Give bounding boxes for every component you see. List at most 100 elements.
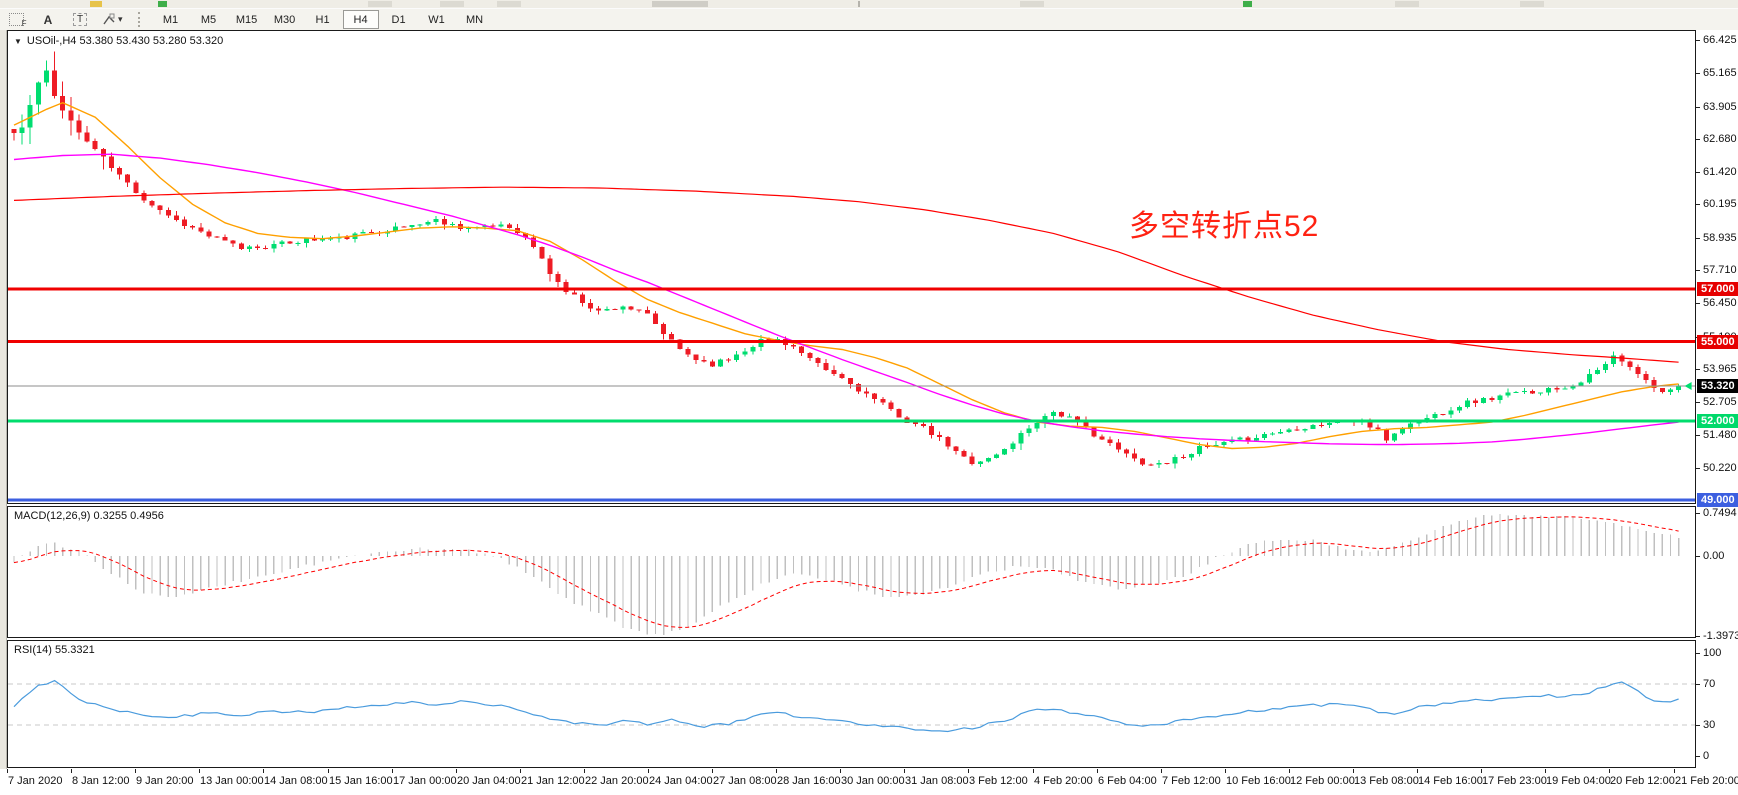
time-tick	[263, 769, 264, 773]
rsi-axis-label: 70	[1703, 678, 1716, 690]
clipped-icon-fragment	[1520, 1, 1544, 7]
clipped-icon-fragment	[1243, 1, 1252, 7]
timeframe-button-H1[interactable]: H1	[315, 13, 330, 26]
timeframe-button-M5[interactable]: M5	[200, 13, 217, 26]
price-badge-55.000: 55.000	[1697, 335, 1738, 349]
time-axis-label: 28 Jan 16:00	[777, 775, 841, 787]
price-axis-label: 57.710	[1703, 264, 1737, 276]
clipped-icon-fragment	[497, 1, 521, 7]
symbol-dropdown-icon[interactable]: ▼	[14, 36, 22, 46]
rsi-line	[13, 679, 1679, 733]
main-chart-svg[interactable]	[8, 31, 1695, 503]
dotted-grid-icon: F	[8, 13, 27, 28]
macd-axis-label: 0.00	[1703, 550, 1725, 562]
time-tick	[7, 769, 8, 773]
time-axis-label: 17 Jan 00:00	[393, 775, 457, 787]
window-left-edge	[0, 30, 7, 795]
shapes-icon	[103, 13, 115, 25]
time-tick	[456, 769, 457, 773]
time-tick	[776, 769, 777, 773]
rsi-label: RSI(14) 55.3321	[14, 644, 95, 656]
macd-chart-svg[interactable]	[8, 507, 1695, 637]
time-tick	[1097, 769, 1098, 773]
clipped-icon-fragment	[368, 1, 392, 7]
time-tick	[1609, 769, 1610, 773]
timeframe-button-H4[interactable]: H4	[342, 10, 379, 29]
macd-signal-line	[13, 516, 1679, 628]
price-axis-label: 66.425	[1703, 34, 1737, 46]
macd-label: MACD(12,26,9) 0.3255 0.4956	[14, 510, 164, 522]
macd-axis-label: 0.7494	[1703, 507, 1737, 519]
separator-windows-button[interactable]: F	[1, 10, 31, 29]
time-tick	[1033, 769, 1034, 773]
axis-tick	[1696, 556, 1700, 557]
insert-text-button[interactable]: A	[33, 10, 63, 29]
axis-tick	[1696, 270, 1700, 271]
price-badge-52.000: 52.000	[1697, 414, 1738, 428]
time-axis-label: 22 Jan 20:00	[585, 775, 649, 787]
ma-slow-red	[13, 186, 1679, 363]
macd-histogram	[13, 514, 1680, 635]
axis-tick	[1696, 684, 1700, 685]
time-tick	[584, 769, 585, 773]
axis-tick	[1696, 435, 1700, 436]
timeframe-button-group: M1 M5 M15 M30 H1 H4 D1 W1 MN	[152, 10, 494, 29]
letter-t-icon: T	[72, 13, 88, 26]
time-axis-label: 21 Jan 12:00	[521, 775, 585, 787]
timeframe-button-W1[interactable]: W1	[428, 13, 445, 26]
clipped-icon-fragment	[858, 1, 860, 7]
axis-tick	[1696, 107, 1700, 108]
time-axis-label: 10 Feb 16:00	[1226, 775, 1291, 787]
timeframe-button-D1[interactable]: D1	[391, 13, 406, 26]
drawing-and-timeframe-toolbar: F A T ▾ M1 M5 M15 M30 H1 H4 D1 W1 MN	[0, 9, 1738, 31]
time-axis-label: 12 Feb 00:00	[1290, 775, 1355, 787]
time-axis-label: 19 Feb 04:00	[1546, 775, 1611, 787]
insert-label-button[interactable]: T	[65, 10, 95, 29]
time-axis-label: 27 Jan 08:00	[713, 775, 777, 787]
time-axis-label: 6 Feb 04:00	[1098, 775, 1157, 787]
timeframe-button-M1[interactable]: M1	[162, 13, 179, 26]
timeframe-button-M30[interactable]: M30	[273, 13, 296, 26]
axis-tick	[1696, 725, 1700, 726]
time-tick	[199, 769, 200, 773]
price-axis[interactable]: 66.425 65.165 63.905 62.680 61.420 60.195 58.9…	[1696, 30, 1738, 769]
axis-tick	[1696, 468, 1700, 469]
time-tick	[904, 769, 905, 773]
time-axis[interactable]: 7 Jan 2020 8 Jan 12:00 9 Jan 20:00 13 Jan 0…	[0, 769, 1738, 795]
clipped-icon-fragment	[440, 1, 464, 7]
shapes-button[interactable]: ▾	[97, 10, 128, 29]
macd-indicator-pane[interactable]: MACD(12,26,9) 0.3255 0.4956	[7, 506, 1696, 638]
time-tick	[648, 769, 649, 773]
time-tick	[712, 769, 713, 773]
timeframe-button-M15[interactable]: M15	[235, 13, 258, 26]
ma-mid-magenta	[13, 153, 1679, 446]
time-axis-label: 14 Jan 08:00	[264, 775, 328, 787]
price-axis-label: 62.680	[1703, 133, 1737, 145]
axis-tick	[1696, 172, 1700, 173]
clipped-icon-fragment	[1020, 1, 1044, 7]
time-tick	[968, 769, 969, 773]
price-badge-57.000: 57.000	[1697, 282, 1738, 296]
axis-tick	[1696, 513, 1700, 514]
time-axis-label: 24 Jan 04:00	[649, 775, 713, 787]
time-tick	[520, 769, 521, 773]
time-tick	[1353, 769, 1354, 773]
timeframe-button-MN[interactable]: MN	[465, 13, 484, 26]
rsi-chart-svg[interactable]	[8, 641, 1695, 767]
price-badge-49.000: 49.000	[1697, 493, 1738, 507]
axis-tick	[1696, 756, 1700, 757]
chevron-down-icon[interactable]: ▾	[118, 14, 123, 24]
price-axis-label: 58.935	[1703, 232, 1737, 244]
axis-tick	[1696, 73, 1700, 74]
rsi-indicator-pane[interactable]: RSI(14) 55.3321	[7, 640, 1696, 768]
toolbar-drag-handle[interactable]	[137, 12, 145, 27]
price-axis-label: 63.905	[1703, 101, 1737, 113]
axis-tick	[1696, 40, 1700, 41]
rsi-axis-label: 100	[1703, 647, 1722, 659]
time-axis-label: 31 Jan 08:00	[905, 775, 969, 787]
price-axis-label: 53.965	[1703, 363, 1737, 375]
price-axis-label: 60.195	[1703, 198, 1737, 210]
time-axis-label: 15 Jan 16:00	[329, 775, 393, 787]
main-chart-pane[interactable]: ▼ USOil-,H4 53.380 53.430 53.280 53.320 …	[7, 30, 1696, 504]
price-axis-label: 61.420	[1703, 166, 1737, 178]
